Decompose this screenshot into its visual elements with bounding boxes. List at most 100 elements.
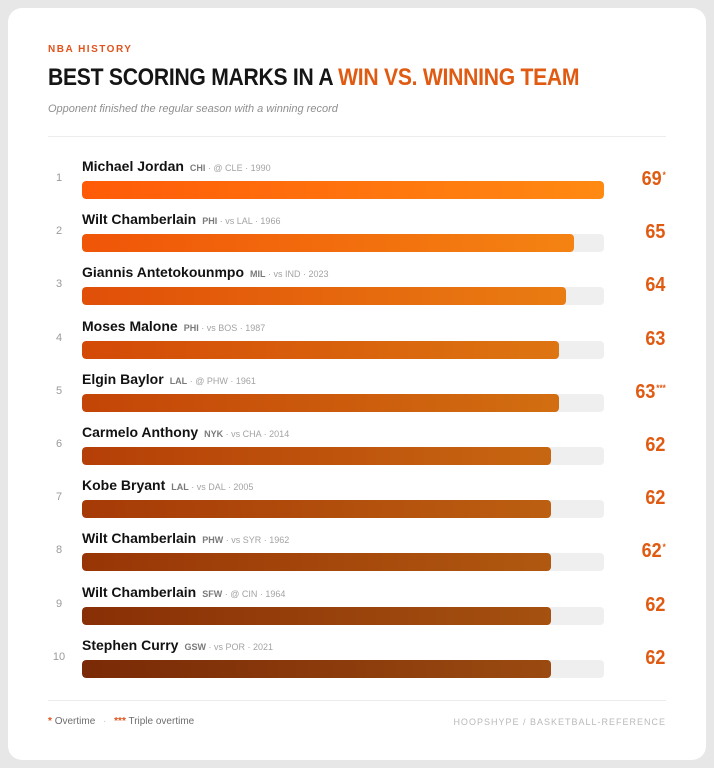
player-label: Carmelo Anthony NYK · vs CHA · 2014	[82, 424, 289, 440]
meta-separator: ·	[265, 269, 274, 280]
team-label: LAL	[169, 375, 188, 386]
bar	[82, 500, 552, 519]
value-label: 65	[645, 221, 666, 244]
points-value: 69	[641, 168, 662, 190]
bar-track	[82, 287, 604, 306]
bar	[82, 659, 552, 678]
game-details: vs POR · 2021	[213, 641, 273, 652]
meta-separator: ·	[188, 482, 197, 493]
bar	[82, 340, 559, 359]
team-label: PHW	[202, 535, 224, 546]
bar-track	[82, 500, 604, 519]
meta-separator: ·	[205, 163, 214, 173]
team-label: MIL	[250, 269, 266, 280]
rank-label: 5	[55, 384, 63, 397]
bar-track	[82, 447, 604, 465]
value-label: 62	[645, 487, 666, 510]
team-label: CHI	[189, 163, 206, 173]
game-details: vs DAL · 2005	[196, 482, 254, 493]
game-details: vs CHA · 2014	[231, 429, 290, 439]
bar	[82, 234, 574, 253]
points-value: 65	[645, 221, 666, 244]
overtime-marker: *	[662, 170, 666, 180]
bar	[82, 606, 552, 625]
player-name: Wilt Chamberlain	[82, 211, 197, 228]
bar-row: 3 Giannis Antetokounmpo MIL · vs IND · 202…	[8, 260, 706, 313]
player-name: Carmelo Anthony	[82, 424, 199, 440]
bar-row: 10 Stephen Curry GSW · vs POR · 2021 62	[8, 633, 706, 686]
player-name: Giannis Antetokounmpo	[82, 264, 245, 281]
points-value: 63	[645, 327, 666, 350]
game-details: vs SYR · 1962	[231, 535, 290, 546]
overtime-marker: *	[662, 542, 666, 553]
meta-separator: ·	[198, 322, 207, 333]
bar-track	[82, 393, 604, 412]
rank-label: 1	[55, 172, 63, 184]
source-credit: HOOPSHYPE / BASKETBALL-REFERENCE	[453, 717, 666, 727]
legend-ot-label: Overtime	[54, 716, 96, 727]
points-value: 62	[641, 540, 662, 563]
team-label: NYK	[204, 429, 224, 439]
player-name: Wilt Chamberlain	[82, 583, 197, 600]
bar-row: 1 Michael Jordan CHI · @ CLE · 1990 69*	[8, 154, 706, 207]
legend: * Overtime · *** Triple overtime	[48, 716, 194, 727]
rank-label: 8	[55, 544, 63, 557]
team-label: SFW	[202, 588, 223, 599]
meta-separator: ·	[223, 429, 232, 439]
player-label: Wilt Chamberlain SFW · @ CIN · 1964	[82, 584, 285, 600]
bar-track	[82, 181, 604, 199]
player-label: Wilt Chamberlain PHW · vs SYR · 1962	[82, 530, 289, 546]
top-divider	[48, 136, 666, 137]
player-label: Elgin Baylor LAL · @ PHW · 1961	[82, 371, 256, 387]
player-name: Stephen Curry	[82, 636, 179, 653]
overtime-marker: ***	[656, 382, 666, 393]
bar-track	[82, 553, 604, 572]
player-name: Wilt Chamberlain	[82, 530, 197, 547]
bar-row: 9 Wilt Chamberlain SFW · @ CIN · 1964 62	[8, 580, 706, 633]
legend-tot-label: Triple overtime	[128, 716, 195, 727]
bar-row: 7 Kobe Bryant LAL · vs DAL · 2005 62	[8, 473, 706, 526]
bottom-divider	[48, 700, 666, 701]
legend-tot-marker: ***	[114, 716, 126, 727]
chart-title: BEST SCORING MARKS IN A WIN VS. WINNING …	[48, 64, 580, 92]
value-label: 63	[645, 328, 666, 351]
game-details: @ CLE · 1990	[213, 163, 271, 173]
player-label: Michael Jordan CHI · @ CLE · 1990	[82, 158, 271, 174]
game-details: vs LAL · 1966	[225, 216, 281, 227]
player-label: Moses Malone PHI · vs BOS · 1987	[82, 318, 265, 334]
team-label: PHI	[183, 322, 199, 333]
bar-track	[82, 659, 604, 678]
points-value: 62	[645, 593, 666, 616]
player-label: Wilt Chamberlain PHI · vs LAL · 1966	[82, 211, 280, 227]
player-name: Kobe Bryant	[82, 477, 166, 494]
chart-card: NBA HISTORY BEST SCORING MARKS IN A WIN …	[8, 8, 706, 760]
bar	[82, 181, 604, 199]
bar	[82, 287, 567, 306]
bar	[82, 447, 552, 465]
meta-separator: ·	[223, 535, 232, 546]
kicker: NBA HISTORY	[48, 44, 133, 55]
rank-label: 3	[55, 278, 63, 291]
meta-separator: ·	[205, 641, 214, 652]
rank-label: 7	[55, 491, 63, 504]
team-label: PHI	[202, 216, 218, 227]
player-label: Giannis Antetokounmpo MIL · vs IND · 2023	[82, 264, 329, 280]
bar-track	[82, 234, 604, 253]
bar-row: 6 Carmelo Anthony NYK · vs CHA · 2014 62	[8, 420, 706, 473]
team-label: LAL	[171, 482, 189, 493]
game-details: vs IND · 2023	[273, 269, 329, 280]
points-value: 62	[645, 434, 666, 456]
title-accent: WIN VS. WINNING TEAM	[338, 64, 580, 91]
value-label: 62	[645, 434, 666, 457]
points-value: 63	[635, 380, 656, 403]
bar-track	[82, 606, 604, 625]
bar	[82, 553, 552, 572]
legend-separator: ·	[103, 716, 107, 727]
bar-row: 2 Wilt Chamberlain PHI · vs LAL · 1966 65	[8, 207, 706, 260]
value-label: 62	[645, 594, 666, 617]
title-main: BEST SCORING MARKS IN A	[48, 64, 339, 91]
value-label: 63***	[636, 381, 666, 404]
meta-separator: ·	[187, 375, 196, 386]
chart-subtitle: Opponent finished the regular season wit…	[48, 103, 338, 115]
legend-ot-marker: *	[48, 716, 52, 727]
